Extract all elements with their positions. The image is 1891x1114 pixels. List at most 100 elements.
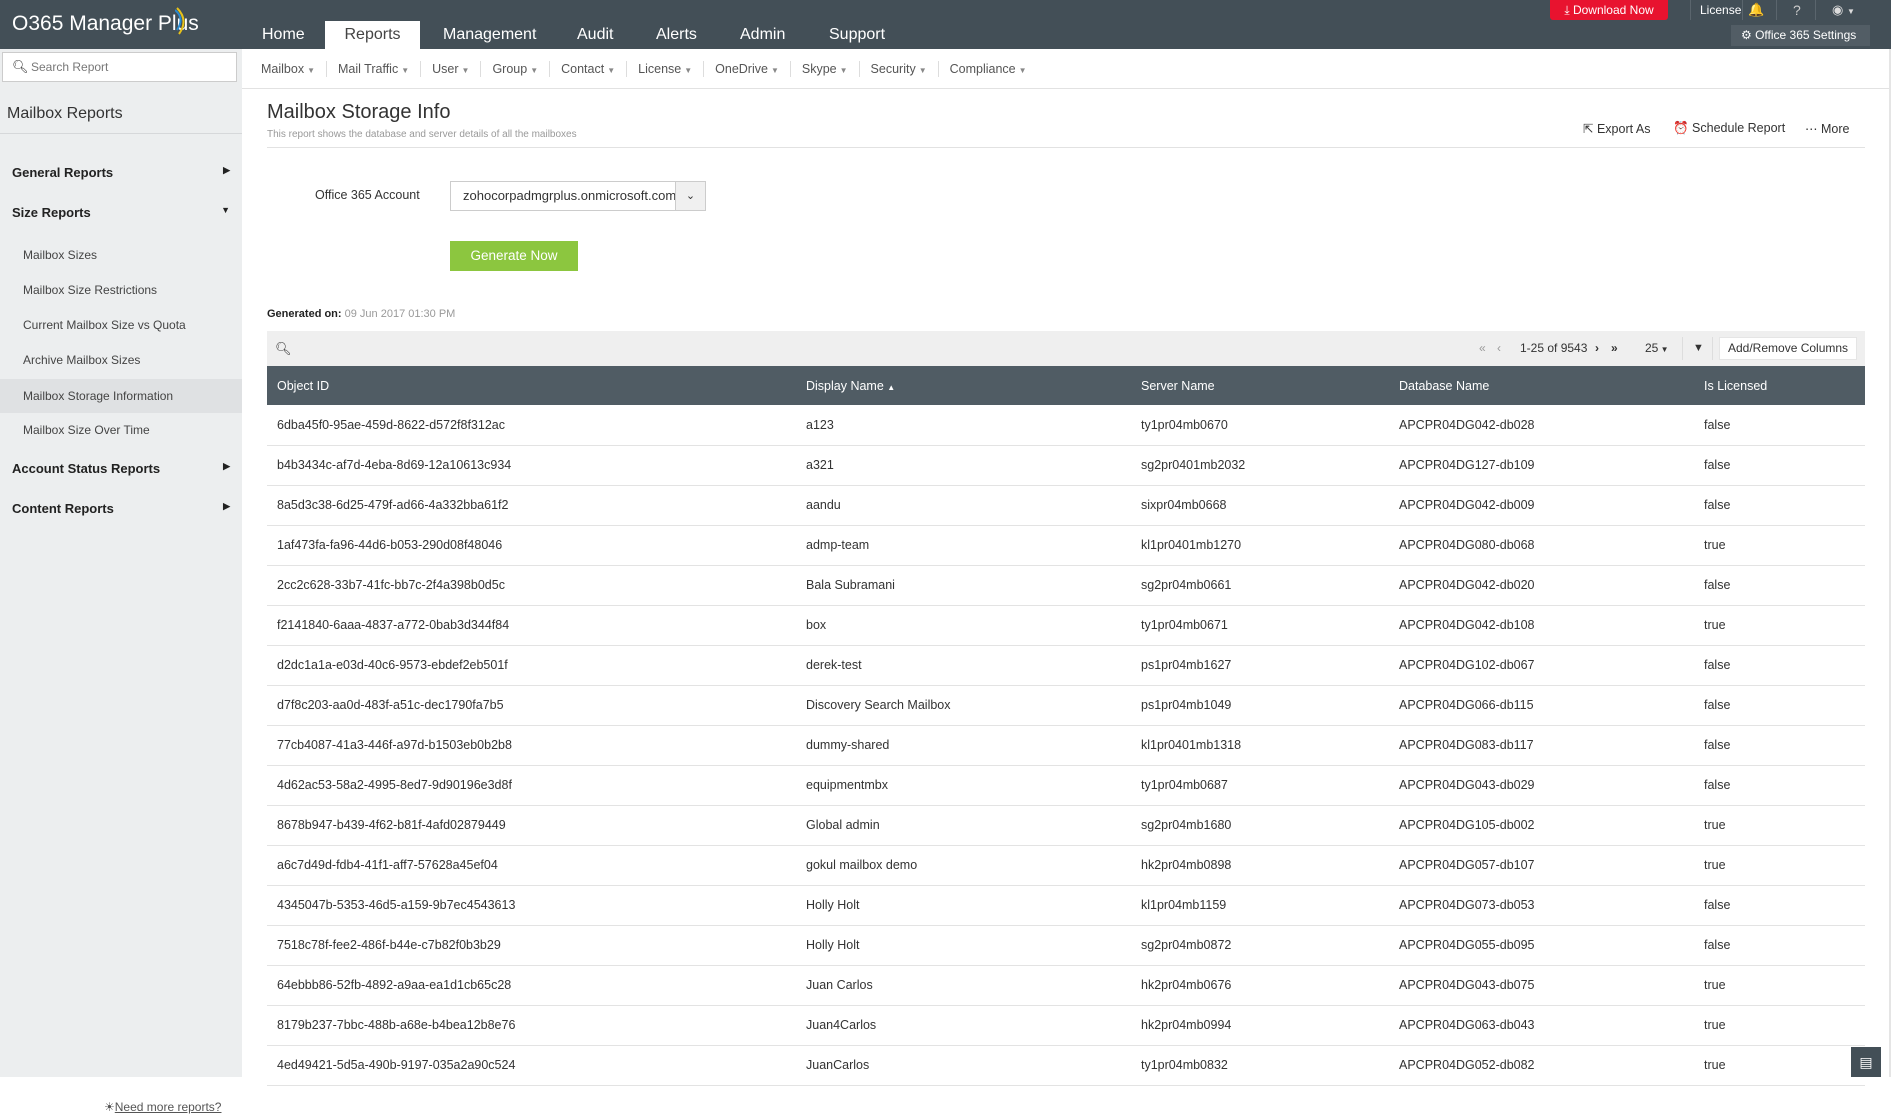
- sidebar-item-mailbox-size-restrictions[interactable]: Mailbox Size Restrictions: [23, 283, 158, 297]
- table-search-icon[interactable]: 🔍︎: [275, 341, 292, 356]
- tab-audit[interactable]: Audit: [577, 26, 614, 43]
- sidebar-item-mailbox-size-over-time[interactable]: Mailbox Size Over Time: [23, 423, 150, 437]
- cell-server-name: kl1pr0401mb1318: [1131, 725, 1389, 766]
- subnav-mail-traffic[interactable]: Mail Traffic ▼: [327, 61, 422, 77]
- cell-is-licensed: false: [1694, 485, 1865, 526]
- table-row[interactable]: 4d62ac53-58a2-4995-8ed7-9d90196e3d8f equi…: [267, 765, 1865, 806]
- subnav-security[interactable]: Security ▼: [860, 61, 939, 77]
- subnav-label: User: [432, 62, 459, 76]
- cell-database-name: APCPR04DG057-db107: [1389, 845, 1694, 886]
- generate-now-button[interactable]: Generate Now: [450, 241, 578, 271]
- cell-is-licensed: false: [1694, 645, 1865, 686]
- export-as-button[interactable]: ⇱ Export As: [1583, 121, 1650, 136]
- table-row[interactable]: a6c7d49d-fdb4-41f1-aff7-57628a45ef04 goku…: [267, 845, 1865, 886]
- tab-support[interactable]: Support: [829, 26, 886, 43]
- first-page-icon[interactable]: «: [1479, 341, 1486, 355]
- table-row[interactable]: 77cb4087-41a3-446f-a97d-b1503eb0b2b8 dumm…: [267, 725, 1865, 766]
- table-row[interactable]: d7f8c203-aa0d-483f-a51c-dec1790fa7b5 Disc…: [267, 685, 1865, 726]
- tab-management[interactable]: Management: [443, 26, 537, 43]
- download-now-button[interactable]: ⤓ Download Now: [1550, 0, 1668, 20]
- search-report-input[interactable]: 🔍︎ Search Report: [2, 52, 237, 82]
- page-size-select[interactable]: 25 ▼: [1645, 331, 1669, 366]
- table-row[interactable]: 64ebbb86-52fb-4892-a9aa-ea1d1cb65c28 Juan…: [267, 965, 1865, 1006]
- cell-database-name: APCPR04DG042-db020: [1389, 565, 1694, 606]
- cell-object-id: 4d62ac53-58a2-4995-8ed7-9d90196e3d8f: [267, 765, 796, 806]
- subnav-onedrive[interactable]: OneDrive ▼: [704, 61, 791, 77]
- next-page-icon[interactable]: ›: [1595, 341, 1599, 355]
- office365-account-select[interactable]: zohocorpadmgrplus.onmicrosoft.com ⌄: [450, 181, 706, 211]
- cell-display-name: aandu: [796, 485, 1131, 526]
- sidebar: 🔍︎ Search Report Mailbox Reports General …: [0, 49, 242, 1114]
- sidebar-group-content-reports[interactable]: Content Reports ▶: [12, 501, 230, 516]
- divider: [1776, 0, 1777, 20]
- subnav-skype[interactable]: Skype ▼: [791, 61, 860, 77]
- user-avatar-icon[interactable]: ◉ ▼: [1832, 2, 1855, 17]
- caret-down-icon: ▼: [530, 66, 539, 75]
- tab-alerts[interactable]: Alerts: [656, 26, 697, 43]
- tab-home[interactable]: Home: [262, 26, 305, 43]
- chevron-down-icon[interactable]: ⌄: [675, 182, 705, 210]
- filter-icon[interactable]: ▼: [1693, 342, 1704, 354]
- table-row[interactable]: f2141840-6aaa-4837-a772-0bab3d344f84 box t…: [267, 605, 1865, 646]
- divider: [1815, 0, 1816, 20]
- cell-database-name: APCPR04DG063-db043: [1389, 1005, 1694, 1046]
- page-size-value: 25: [1645, 341, 1659, 355]
- sidebar-group-account-status-reports[interactable]: Account Status Reports ▶: [12, 461, 230, 476]
- sidebar-item-current-size-vs-quota[interactable]: Current Mailbox Size vs Quota: [23, 318, 186, 332]
- subnav-contact[interactable]: Contact ▼: [550, 61, 628, 77]
- need-more-reports-link[interactable]: ☀ Need more reports?: [104, 1100, 221, 1114]
- cell-display-name: Holly Holt: [796, 885, 1131, 926]
- sidebar-item-archive-mailbox-sizes[interactable]: Archive Mailbox Sizes: [23, 353, 141, 367]
- table-row[interactable]: 8678b947-b439-4f62-b81f-4afd02879449 Glob…: [267, 805, 1865, 846]
- page-scrollbar[interactable]: [1889, 49, 1891, 1077]
- column-header-database-name[interactable]: Database Name: [1389, 366, 1694, 405]
- alert-bell-icon[interactable]: 🔔: [1748, 2, 1765, 17]
- column-header-is-licensed[interactable]: Is Licensed: [1694, 366, 1865, 405]
- table-row[interactable]: b4b3434c-af7d-4eba-8d69-12a10613c934 a321…: [267, 445, 1865, 486]
- table-row[interactable]: d2dc1a1a-e03d-40c6-9573-ebdef2eb501f dere…: [267, 645, 1865, 686]
- table-row[interactable]: 2cc2c628-33b7-41fc-bb7c-2f4a398b0d5c Bala…: [267, 565, 1865, 606]
- tab-admin[interactable]: Admin: [740, 26, 786, 43]
- license-link[interactable]: License: [1700, 3, 1742, 17]
- cell-object-id: 6dba45f0-95ae-459d-8622-d572f8f312ac: [267, 405, 796, 446]
- add-remove-columns-button[interactable]: Add/Remove Columns: [1719, 337, 1858, 360]
- app-logo[interactable]: O365 Manager Plus: [12, 7, 199, 36]
- subnav-mailbox[interactable]: Mailbox ▼: [250, 61, 327, 77]
- office365-settings-button[interactable]: ⚙ Office 365 Settings: [1731, 25, 1870, 46]
- subnav-user[interactable]: User ▼: [421, 61, 482, 77]
- subnav-label: Mail Traffic: [338, 62, 399, 76]
- prev-page-icon[interactable]: ‹: [1497, 341, 1501, 355]
- more-button[interactable]: ⋯ More: [1805, 121, 1849, 136]
- sidebar-group-size-reports[interactable]: Size Reports ▼: [12, 205, 230, 220]
- schedule-report-button[interactable]: ⏰ Schedule Report: [1673, 121, 1785, 136]
- table-row[interactable]: 7518c78f-fee2-486f-b44e-c7b82f0b3b29 Holl…: [267, 925, 1865, 966]
- sidebar-group-general-reports[interactable]: General Reports ▶: [12, 165, 230, 180]
- table-row[interactable]: 6dba45f0-95ae-459d-8622-d572f8f312ac a123…: [267, 405, 1865, 446]
- last-page-icon[interactable]: »: [1611, 341, 1618, 355]
- table-row[interactable]: 4345047b-5353-46d5-a159-9b7ec4543613 Holl…: [267, 885, 1865, 926]
- cell-is-licensed: true: [1694, 805, 1865, 846]
- table-row[interactable]: 8a5d3c38-6d25-479f-ad66-4a332bba61f2 aand…: [267, 485, 1865, 526]
- table-row[interactable]: 4ed49421-5d5a-490b-9197-035a2a90c524 Juan…: [267, 1045, 1865, 1086]
- subnav-group[interactable]: Group ▼: [481, 61, 551, 77]
- office365-account-label: Office 365 Account: [315, 188, 420, 202]
- cell-server-name: kl1pr04mb1159: [1131, 885, 1389, 926]
- cell-is-licensed: true: [1694, 605, 1865, 646]
- column-header-server-name[interactable]: Server Name: [1131, 366, 1389, 405]
- group-label: Content Reports: [12, 501, 114, 516]
- table-row[interactable]: 8179b237-7bbc-488b-a68e-b4bea12b8e76 Juan…: [267, 1005, 1865, 1046]
- sidebar-item-mailbox-storage-information[interactable]: Mailbox Storage Information: [0, 379, 242, 413]
- tab-reports[interactable]: Reports: [325, 21, 420, 49]
- subnav-compliance[interactable]: Compliance ▼: [939, 61, 1038, 77]
- column-header-object-id[interactable]: Object ID: [267, 366, 796, 405]
- help-button[interactable]: ?: [1793, 2, 1801, 18]
- subnav-license[interactable]: License ▼: [627, 61, 705, 77]
- column-header-display-name[interactable]: Display Name ▲: [796, 366, 1131, 405]
- caret-down-icon: ▼: [461, 66, 470, 75]
- cell-object-id: b4b3434c-af7d-4eba-8d69-12a10613c934: [267, 445, 796, 486]
- chat-icon[interactable]: ▤: [1851, 1047, 1881, 1077]
- cell-server-name: hk2pr04mb0994: [1131, 1005, 1389, 1046]
- table-row[interactable]: 1af473fa-fa96-44d6-b053-290d08f48046 admp…: [267, 525, 1865, 566]
- sidebar-item-mailbox-sizes[interactable]: Mailbox Sizes: [23, 248, 98, 262]
- divider: [1682, 337, 1683, 360]
